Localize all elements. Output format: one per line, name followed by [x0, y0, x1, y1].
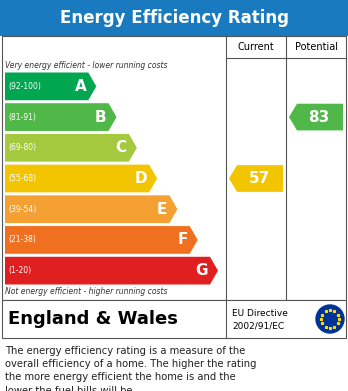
- Text: 57: 57: [248, 171, 270, 186]
- Bar: [2, 36, 346, 300]
- Text: E: E: [157, 202, 167, 217]
- Text: Very energy efficient - lower running costs: Very energy efficient - lower running co…: [5, 61, 167, 70]
- Text: (92-100): (92-100): [8, 82, 41, 91]
- Bar: [0, 0, 348, 36]
- Text: (21-38): (21-38): [8, 235, 36, 244]
- Text: (39-54): (39-54): [8, 205, 36, 214]
- Text: G: G: [196, 263, 208, 278]
- Polygon shape: [5, 134, 137, 161]
- Polygon shape: [5, 257, 218, 285]
- Text: (69-80): (69-80): [8, 143, 36, 152]
- Text: C: C: [116, 140, 127, 155]
- Text: England & Wales: England & Wales: [8, 310, 178, 328]
- Text: D: D: [135, 171, 147, 186]
- Text: Potential: Potential: [295, 42, 339, 52]
- Text: Current: Current: [238, 42, 274, 52]
- Polygon shape: [289, 104, 343, 131]
- Text: (81-91): (81-91): [8, 113, 36, 122]
- Text: F: F: [177, 232, 188, 248]
- Text: Energy Efficiency Rating: Energy Efficiency Rating: [60, 9, 288, 27]
- Polygon shape: [5, 196, 177, 223]
- Text: (55-68): (55-68): [8, 174, 36, 183]
- Text: A: A: [74, 79, 86, 94]
- Polygon shape: [5, 165, 157, 192]
- Text: The energy efficiency rating is a measure of the
overall efficiency of a home. T: The energy efficiency rating is a measur…: [5, 346, 256, 391]
- Text: EU Directive: EU Directive: [232, 309, 288, 318]
- Circle shape: [316, 305, 344, 333]
- Text: B: B: [95, 109, 106, 125]
- Bar: [2, 300, 346, 338]
- Polygon shape: [5, 226, 198, 254]
- Polygon shape: [229, 165, 283, 192]
- Text: Not energy efficient - higher running costs: Not energy efficient - higher running co…: [5, 287, 167, 296]
- Text: 2002/91/EC: 2002/91/EC: [232, 321, 284, 330]
- Polygon shape: [5, 103, 117, 131]
- Text: 83: 83: [308, 109, 330, 125]
- Text: (1-20): (1-20): [8, 266, 31, 275]
- Polygon shape: [5, 72, 96, 100]
